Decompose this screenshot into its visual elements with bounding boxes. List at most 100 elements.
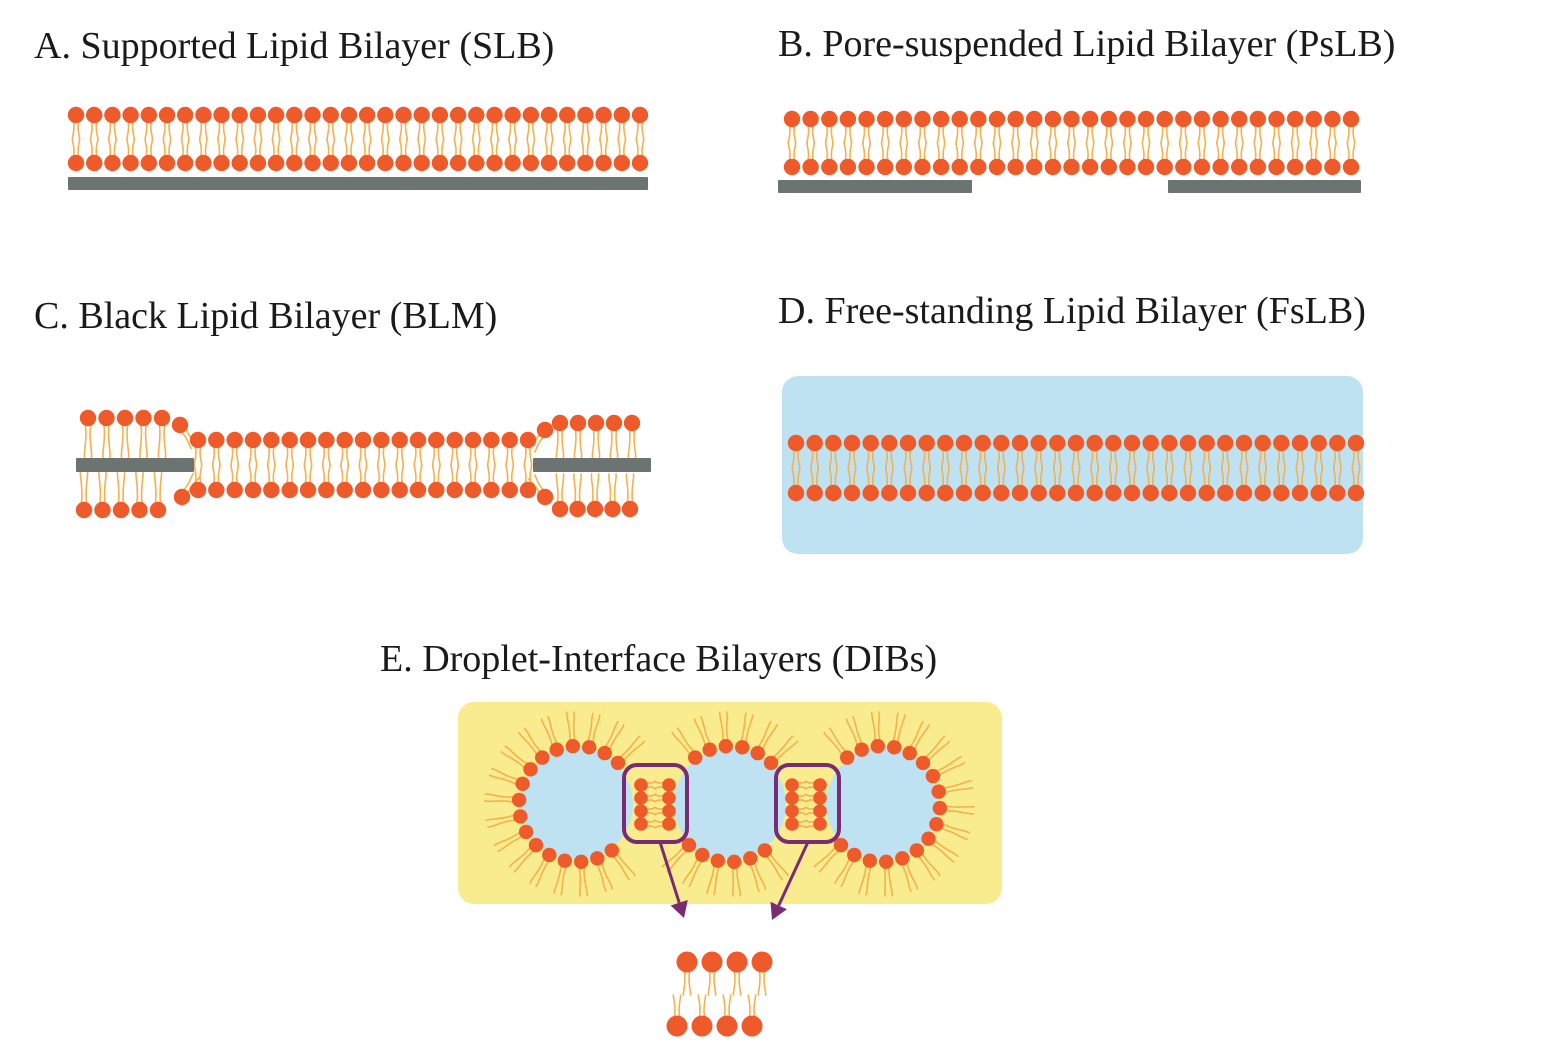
lipid-tail [892, 712, 899, 742]
lipid-tail [547, 715, 558, 744]
lipid-tail [617, 121, 621, 140]
lipid-head [249, 106, 267, 124]
panel-e-diagram [458, 702, 1002, 1037]
lipid-tail [1011, 142, 1015, 161]
lipid-head [1175, 158, 1192, 176]
lipid-head [428, 431, 445, 449]
lipid-head [377, 106, 394, 124]
lipid-tail [413, 446, 417, 466]
lipid-tail [1332, 467, 1337, 487]
lipid-head [1100, 110, 1118, 128]
lipid-tail [867, 142, 871, 161]
lipid-head [840, 750, 855, 765]
lipid-head [1049, 434, 1066, 452]
lipid-tail [153, 469, 157, 504]
lipid-tail [504, 745, 528, 765]
lipid-tail [422, 138, 427, 157]
lipid-head [821, 158, 838, 176]
lipid-head [1193, 158, 1211, 176]
lipid-tail [587, 712, 594, 742]
lipid-head [104, 106, 121, 124]
lipid-head [195, 106, 212, 124]
lipid-tail [508, 846, 531, 868]
lipid-tail [946, 467, 950, 487]
lipid-tail [437, 446, 441, 466]
lipid-tail [404, 121, 408, 140]
lipid-tail [230, 446, 234, 466]
lipid-tail [1183, 467, 1187, 487]
lipid-tail [1141, 142, 1145, 161]
lipid-head [631, 154, 649, 172]
lipid-tail [235, 446, 240, 466]
lipid-tail [604, 121, 609, 140]
lipid-head [918, 434, 935, 452]
lipid-tail [1333, 142, 1337, 161]
lipid-tail [331, 121, 336, 140]
lipid-head [391, 481, 408, 499]
lipid-tail [1016, 142, 1021, 161]
lipid-tail [728, 994, 732, 1018]
lipid-tail [936, 756, 962, 772]
lipid-head [551, 414, 569, 432]
lipid-tail [622, 138, 627, 157]
lipid-head [821, 110, 838, 128]
lipid-tail [526, 138, 530, 157]
lipid-head [226, 431, 243, 449]
lipid-head [1193, 110, 1211, 128]
lipid-head [1198, 434, 1215, 452]
lipid-tail [914, 724, 930, 750]
lipid-head [1026, 158, 1043, 176]
lipid-tail [289, 138, 294, 157]
lipid-tail [840, 860, 855, 888]
lipid-tail [828, 727, 847, 752]
lipid-tail [1165, 125, 1170, 144]
lipid-head [94, 501, 111, 519]
lipid-head [140, 154, 157, 172]
lipid-tail [510, 464, 515, 484]
lipid-head [523, 762, 538, 777]
lipid-tail [983, 467, 988, 487]
lipid-head [244, 481, 262, 499]
lipid-head [519, 431, 537, 449]
lipid-tail [619, 735, 641, 758]
lipid-tail [653, 793, 664, 797]
lipid-tail [380, 121, 385, 140]
lipid-tail [248, 446, 252, 466]
lipid-tail [159, 469, 163, 504]
lipid-tail [1277, 142, 1281, 161]
lipid-head [135, 409, 152, 427]
lipid-tail [793, 142, 797, 161]
lipid-tail [364, 446, 368, 466]
lipid-tail [862, 142, 866, 161]
lipid-head [858, 158, 875, 176]
lipid-head [825, 434, 842, 452]
lipid-tail [1067, 142, 1071, 161]
panel-a-diagram [67, 106, 649, 190]
interface-highlight-left [622, 763, 689, 844]
lipid-tail [248, 464, 252, 484]
lipid-head [595, 154, 612, 172]
lipid-tail [253, 121, 257, 140]
lipid-tail [149, 121, 154, 140]
lipid-tail [940, 467, 945, 487]
lipid-tail [113, 121, 117, 140]
lipid-head [75, 501, 93, 519]
lipid-tail [535, 860, 550, 888]
lipid-tail [1221, 125, 1226, 144]
lipid-tail [718, 711, 724, 741]
lipid-tail [592, 714, 601, 743]
lipid-tail [450, 446, 454, 466]
lipid-tail [471, 138, 476, 157]
lipid-head [299, 481, 317, 499]
lipid-head [299, 431, 317, 449]
lipid-head [785, 817, 799, 831]
lipid-head [1119, 110, 1136, 128]
lipid-head [540, 106, 558, 124]
lipid-tail [488, 774, 517, 785]
lipid-tail [943, 780, 972, 789]
lipid-tail [131, 121, 136, 140]
lipid-tail [266, 464, 271, 484]
lipid-tail [271, 121, 275, 140]
lipid-tail [395, 464, 399, 484]
lipid-tail [523, 727, 542, 752]
